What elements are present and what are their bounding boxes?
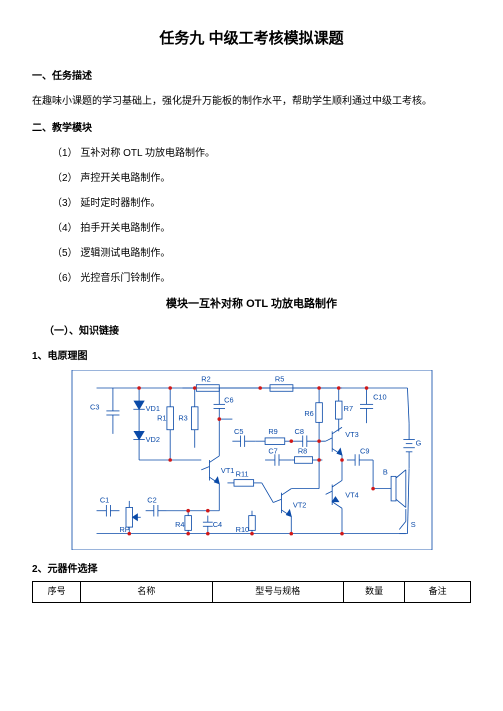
svg-text:R8: R8	[298, 446, 307, 455]
svg-text:C9: C9	[360, 446, 369, 455]
svg-text:C2: C2	[147, 496, 156, 505]
section-modules-heading: 二、教学模块	[32, 121, 471, 136]
schematic-heading: 1、电原理图	[32, 349, 471, 364]
components-table: 序号 名称 型号与规格 数量 备注	[32, 581, 471, 603]
list-item: （1） 互补对称 OTL 功放电路制作。	[52, 146, 471, 161]
svg-text:VT3: VT3	[345, 430, 359, 439]
module-list: （1） 互补对称 OTL 功放电路制作。 （2） 声控开关电路制作。 （3） 延…	[32, 146, 471, 286]
schematic-diagram: C3 VD1 VD2 R1 R2 R3 C6 R5	[32, 370, 471, 550]
svg-text:R3: R3	[178, 414, 187, 423]
module-one-title: 模块一互补对称 OTL 功放电路制作	[32, 296, 471, 313]
knowledge-link-heading: （一）、知识链接	[44, 324, 471, 339]
svg-text:VT2: VT2	[293, 500, 307, 509]
svg-text:R6: R6	[304, 409, 313, 418]
svg-text:VT4: VT4	[345, 491, 359, 500]
col-index: 序号	[33, 582, 81, 603]
circuit-group: C3 VD1 VD2 R1 R2 R3 C6 R5	[90, 374, 422, 535]
svg-text:VD2: VD2	[146, 435, 160, 444]
col-name: 名称	[81, 582, 212, 603]
svg-text:VT1: VT1	[221, 466, 235, 475]
col-qty: 数量	[343, 582, 404, 603]
list-item: （6） 光控音乐门铃制作。	[52, 271, 471, 286]
list-item: （5） 逻辑测试电路制作。	[52, 246, 471, 261]
svg-text:C7: C7	[268, 446, 277, 455]
list-item: （4） 拍手开关电路制作。	[52, 221, 471, 236]
col-note: 备注	[405, 582, 471, 603]
svg-text:VD1: VD1	[146, 404, 160, 413]
svg-text:C3: C3	[90, 402, 99, 411]
svg-text:R4: R4	[175, 520, 184, 529]
col-spec: 型号与规格	[212, 582, 343, 603]
svg-text:R5: R5	[275, 374, 284, 383]
svg-text:C4: C4	[213, 520, 222, 529]
components-heading: 2、元器件选择	[32, 562, 471, 577]
svg-text:G: G	[416, 438, 422, 447]
page-title: 任务九 中级工考核模拟课题	[32, 28, 471, 51]
svg-text:R2: R2	[201, 374, 210, 383]
svg-text:C1: C1	[100, 496, 109, 505]
svg-text:R1: R1	[157, 414, 166, 423]
section-task-desc-heading: 一、任务描述	[32, 69, 471, 84]
task-desc-text: 在趣味小课题的学习基础上，强化提升万能板的制作水平，帮助学生顺利通过中级工考核。	[32, 94, 471, 109]
svg-text:R10: R10	[236, 525, 250, 534]
svg-text:B: B	[383, 468, 388, 477]
svg-text:C6: C6	[224, 396, 233, 405]
svg-text:C10: C10	[373, 392, 387, 401]
list-item: （3） 延时定时器制作。	[52, 196, 471, 211]
svg-text:R9: R9	[268, 427, 277, 436]
table-header-row: 序号 名称 型号与规格 数量 备注	[33, 582, 471, 603]
svg-text:R7: R7	[344, 404, 353, 413]
svg-text:C8: C8	[295, 427, 304, 436]
list-item: （2） 声控开关电路制作。	[52, 171, 471, 186]
svg-text:C5: C5	[234, 427, 243, 436]
svg-text:R11: R11	[236, 469, 249, 478]
svg-text:S: S	[411, 520, 416, 529]
